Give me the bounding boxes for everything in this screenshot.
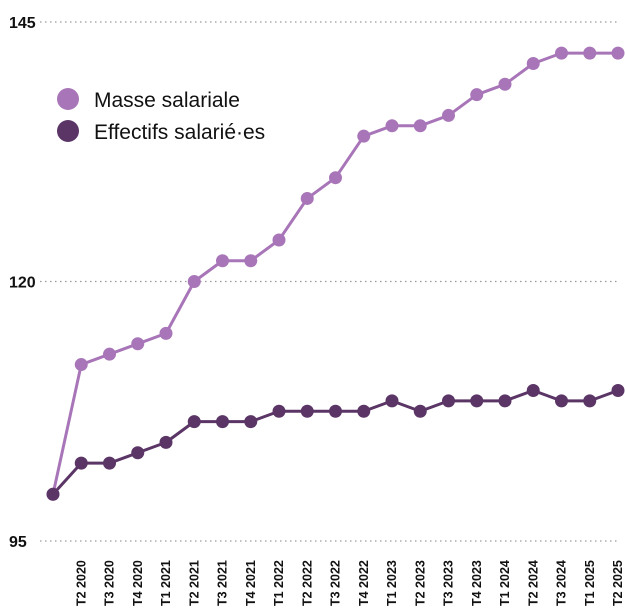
data-point <box>442 394 455 408</box>
x-tick-label: T1 2023 <box>385 560 399 606</box>
series-line <box>51 51 618 495</box>
data-point <box>442 108 455 122</box>
data-point <box>470 88 484 102</box>
x-tick-label: T2 2022 <box>300 560 314 606</box>
data-point <box>611 46 625 60</box>
data-point <box>244 415 258 429</box>
x-tick-label: T1 2024 <box>498 560 512 606</box>
data-point <box>159 435 173 449</box>
data-point <box>300 404 314 418</box>
series-1 <box>46 383 625 501</box>
y-tick-label: 145 <box>9 15 36 32</box>
x-tick-label: T2 2025 <box>611 560 625 606</box>
y-axis-ticks: 95 120 145 <box>9 15 36 551</box>
legend: Masse salariale Effectifs salarié·es <box>57 88 265 144</box>
x-tick-label: T2 2021 <box>187 560 201 606</box>
data-point <box>357 129 371 143</box>
x-tick-label: T1 2022 <box>272 560 286 606</box>
data-point <box>329 404 342 418</box>
x-tick-label: T1 2021 <box>159 560 173 606</box>
data-point <box>74 456 88 470</box>
data-point <box>357 404 371 418</box>
x-tick-label: T1 2025 <box>583 560 597 606</box>
y-tick-label: 120 <box>9 275 36 292</box>
data-point <box>131 446 145 460</box>
data-point <box>413 119 427 133</box>
series-lines <box>46 46 625 501</box>
x-tick-label: T2 2023 <box>413 560 427 606</box>
x-tick-label: T3 2023 <box>442 560 456 606</box>
data-point <box>272 404 286 418</box>
legend-swatch-masse-salariale <box>57 88 79 110</box>
data-point <box>187 275 201 288</box>
data-point <box>555 46 568 60</box>
data-point <box>46 487 60 501</box>
data-point <box>74 358 88 372</box>
data-point <box>216 254 229 268</box>
data-point <box>526 383 540 397</box>
x-tick-label: T3 2021 <box>216 560 230 606</box>
grid-lines <box>40 21 618 542</box>
x-tick-label: T4 2022 <box>357 560 371 606</box>
data-point <box>526 57 540 71</box>
data-point <box>498 77 512 91</box>
data-point <box>187 415 201 429</box>
legend-label-masse-salariale: Masse salariale <box>94 89 240 112</box>
data-point <box>216 415 229 429</box>
data-point <box>498 394 512 408</box>
x-tick-label: T3 2020 <box>103 560 117 606</box>
x-tick-label: T2 2020 <box>74 560 88 606</box>
data-point <box>583 46 597 60</box>
legend-swatch-effectifs <box>57 120 79 142</box>
data-point <box>583 394 597 408</box>
data-point <box>470 394 484 408</box>
data-point <box>385 394 399 408</box>
x-tick-label: T4 2023 <box>470 560 484 606</box>
data-point <box>103 456 116 470</box>
data-point <box>611 383 625 397</box>
x-axis-ticks: T2 2020 T3 2020 T4 2020 T1 2021 T2 2021 T3 20… <box>74 560 625 606</box>
data-point <box>329 171 342 185</box>
legend-label-effectifs: Effectifs salarié·es <box>94 121 265 144</box>
data-point <box>300 191 314 205</box>
series-0 <box>46 46 625 501</box>
data-point <box>272 233 286 247</box>
data-point <box>385 119 399 133</box>
data-point <box>413 404 427 418</box>
data-point <box>131 337 145 351</box>
data-point <box>103 347 116 361</box>
x-tick-label: T2 2024 <box>526 560 540 606</box>
x-tick-label: T4 2021 <box>244 560 258 606</box>
x-tick-label: T3 2022 <box>329 560 343 606</box>
data-point <box>555 394 568 408</box>
x-tick-label: T3 2024 <box>555 560 569 606</box>
x-tick-label: T4 2020 <box>131 560 145 606</box>
data-point <box>244 254 258 268</box>
y-tick-label: 95 <box>9 534 27 551</box>
data-point <box>159 326 173 340</box>
